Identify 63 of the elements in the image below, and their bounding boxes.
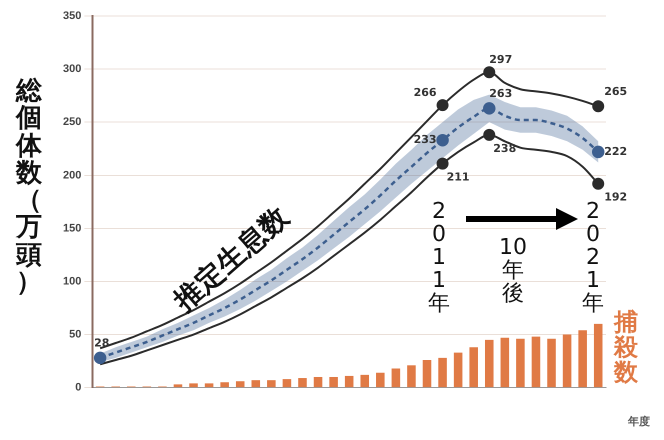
bar: [516, 338, 525, 388]
point: [483, 102, 496, 115]
bar: [204, 383, 214, 388]
y-tick-label: 250: [62, 116, 82, 128]
bar: [454, 352, 462, 388]
bar: [329, 376, 338, 388]
data-label: 211: [446, 170, 470, 184]
bar: [252, 380, 260, 388]
point: [436, 99, 449, 112]
annotation: 2021年: [581, 199, 605, 316]
bar: [392, 368, 400, 388]
data-label: 28: [94, 336, 110, 350]
data-label: 192: [604, 190, 628, 204]
annotation: 2011年: [427, 199, 451, 316]
data-label: 222: [604, 144, 628, 158]
y-tick-label: 150: [62, 222, 82, 234]
point: [483, 128, 496, 141]
data-label: 238: [493, 142, 516, 155]
bar: [344, 376, 354, 388]
data-label: 297: [489, 53, 512, 66]
bar: [532, 336, 540, 388]
bar: [282, 379, 292, 388]
bar: [267, 380, 276, 388]
bar: [469, 347, 478, 388]
y-tick-label: 100: [62, 275, 82, 288]
annotation: 10年後: [498, 235, 528, 306]
data-label: 263: [489, 87, 512, 100]
point: [592, 100, 604, 112]
point: [483, 66, 496, 78]
data-label: 233: [414, 133, 437, 146]
point: [592, 178, 604, 190]
y-tick-label: 200: [62, 169, 82, 182]
bar: [438, 358, 447, 388]
bar: [500, 338, 510, 388]
point: [436, 158, 449, 170]
bar: [407, 365, 416, 388]
bar: [314, 376, 322, 388]
point: [592, 146, 604, 158]
point: [94, 352, 106, 364]
bar: [236, 381, 244, 388]
bar: [298, 378, 307, 388]
y-tick-label: 350: [62, 10, 82, 22]
bar: [578, 330, 587, 388]
point: [436, 134, 449, 146]
bar: [376, 372, 385, 388]
x-axis-title: 年度: [628, 414, 650, 429]
bar: [594, 324, 602, 388]
bar: [220, 382, 229, 388]
data-label: 265: [604, 85, 628, 98]
text: 推定生息数: [166, 199, 296, 318]
bar: [360, 374, 370, 388]
bar: [547, 338, 556, 388]
bar: [484, 340, 494, 388]
data-label: 266: [414, 86, 437, 100]
y-tick-label: 50: [69, 328, 82, 341]
y-tick-label: 0: [75, 382, 82, 394]
bar: [562, 334, 572, 388]
y-axis-title: 総個体数（万頭）: [14, 76, 43, 298]
y-tick-label: 300: [62, 63, 82, 76]
series-label: 捕殺数: [612, 308, 639, 386]
bar: [189, 383, 198, 388]
bar: [422, 360, 432, 388]
bar: [174, 384, 182, 388]
